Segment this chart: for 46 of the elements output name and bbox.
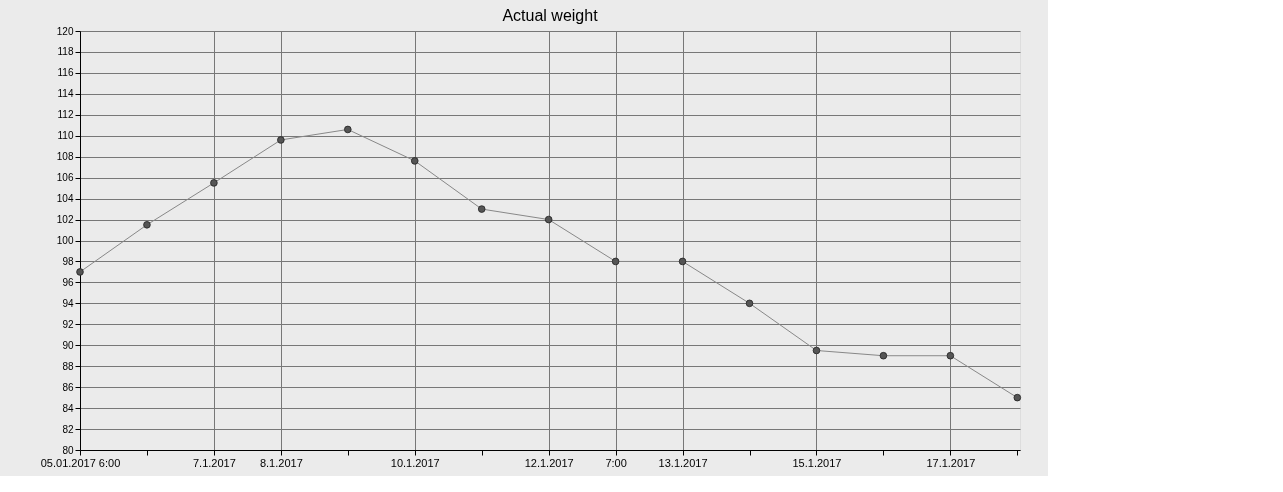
point bbox=[477, 205, 486, 213]
x-tick-label: 8.1.2017 bbox=[259, 456, 303, 469]
point bbox=[812, 346, 821, 355]
x-tick-label: 12.1.2017 bbox=[524, 456, 574, 469]
point bbox=[210, 179, 218, 187]
point bbox=[76, 268, 84, 276]
y-tick-label: 114 bbox=[57, 88, 74, 100]
y-tick-label: 106 bbox=[56, 172, 74, 184]
point bbox=[611, 257, 620, 266]
y-tick-label: 110 bbox=[57, 130, 74, 142]
x-tick-label: 17.1.2017 bbox=[926, 456, 976, 469]
point bbox=[745, 299, 754, 308]
point bbox=[678, 257, 687, 266]
point bbox=[344, 125, 352, 134]
y-tick-label: 112 bbox=[57, 109, 74, 121]
chart-title: Actual weight bbox=[502, 7, 599, 24]
y-tick-label: 82 bbox=[62, 423, 74, 435]
y-tick-label: 94 bbox=[62, 297, 74, 309]
point bbox=[544, 215, 553, 224]
y-tick-label: 116 bbox=[57, 67, 74, 79]
y-tick-label: 90 bbox=[62, 339, 74, 351]
point bbox=[411, 157, 419, 165]
y-tick-label: 86 bbox=[62, 381, 74, 393]
y-tick-label: 80 bbox=[62, 444, 74, 456]
y-tick-label: 120 bbox=[56, 25, 74, 37]
y-tick-label: 100 bbox=[56, 235, 74, 246]
y-tick-label: 108 bbox=[56, 151, 74, 163]
point bbox=[879, 351, 888, 360]
y-tick-label: 92 bbox=[62, 318, 74, 330]
x-tick-label: 13.1.2017 bbox=[658, 456, 708, 469]
y-tick-label: 102 bbox=[56, 214, 74, 226]
y-tick-label: 88 bbox=[62, 360, 74, 372]
y-tick-label: 118 bbox=[57, 46, 74, 58]
x-tick-label: 10.1.2017 bbox=[390, 456, 440, 469]
x-tick-label: 7:00 bbox=[605, 456, 627, 469]
point bbox=[946, 351, 955, 360]
y-tick-label: 84 bbox=[62, 402, 74, 414]
x-tick-label: 05.01.2017 6:00 bbox=[40, 456, 121, 469]
x-tick-label: 15.1.2017 bbox=[792, 456, 842, 469]
x-tick-label: 7.1.2017 bbox=[192, 456, 236, 469]
point bbox=[143, 221, 151, 229]
y-tick-label: 96 bbox=[62, 276, 74, 288]
y-tick-label: 104 bbox=[56, 193, 74, 205]
y-tick-label: 98 bbox=[62, 255, 74, 267]
point bbox=[277, 136, 285, 144]
point bbox=[1013, 393, 1022, 402]
